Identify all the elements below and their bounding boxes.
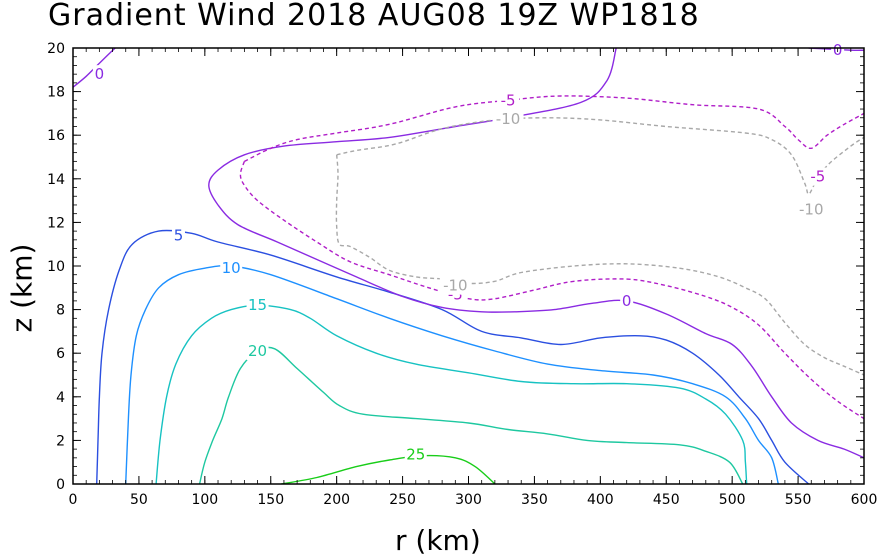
y-tick-label: 16	[47, 128, 65, 144]
y-tick-label: 2	[56, 433, 65, 449]
axes: 0 50 100 150 200 250 300 350 400 450 500 550 6000246…	[47, 41, 877, 508]
x-tick-label: 350	[521, 492, 548, 508]
y-tick-label: 6	[56, 346, 65, 362]
x-tick-label: 550	[785, 492, 812, 508]
contour-20-line-1	[198, 346, 744, 484]
contour-label-2-bg	[246, 296, 269, 315]
y-axis-label: z (km)	[5, 243, 39, 333]
contour-neg5-line-9	[239, 161, 864, 420]
contour-label-10-bg	[492, 109, 524, 128]
contour-extra-label-0: -5	[810, 168, 825, 186]
contour-5-line-4	[96, 229, 810, 484]
contour-neg5-line-8	[244, 95, 864, 163]
x-tick-label: 400	[587, 492, 614, 508]
contour-neg10-line-10	[336, 117, 864, 195]
y-tick-label: 14	[47, 172, 65, 188]
y-tick-label: 4	[56, 390, 65, 406]
contour-extra-label-0-bg	[806, 167, 829, 186]
contour-0-line-5	[73, 48, 116, 88]
y-tick-label: 8	[56, 303, 65, 319]
contour-extra-label-1: -10	[799, 200, 824, 218]
contour-label-1: 20	[248, 342, 267, 360]
x-tick-label: 200	[323, 492, 350, 508]
x-tick-label: 50	[130, 492, 148, 508]
contour-label-8: -5	[501, 91, 516, 109]
contour-0-line-6	[208, 48, 864, 459]
x-tick-label: 0	[69, 492, 78, 508]
x-tick-label: 500	[719, 492, 746, 508]
contour-label-8-bg	[497, 91, 520, 110]
x-tick-label: 150	[257, 492, 284, 508]
x-tick-label: 600	[851, 492, 878, 508]
contour-neg10-line-11	[335, 154, 864, 376]
y-tick-label: 20	[47, 41, 65, 57]
contour-label-5-bg	[92, 65, 106, 84]
contour-label-0: 25	[406, 446, 425, 464]
x-tick-label: 450	[653, 492, 680, 508]
contour-label-4: 5	[174, 226, 184, 244]
y-tick-label: 18	[47, 85, 65, 101]
x-tick-label: 300	[455, 492, 482, 508]
contour-label-4-bg	[171, 226, 185, 245]
contour-label-10: -10	[496, 110, 521, 128]
contour-label-6-bg	[620, 291, 634, 310]
x-tick-label: 250	[389, 492, 416, 508]
x-axis-label: r (km)	[395, 524, 481, 557]
contour-label-6: 0	[622, 292, 632, 310]
contour-25-line-0	[281, 454, 496, 484]
contour-label-3: 10	[222, 259, 241, 277]
contour-label-11: -10	[443, 277, 468, 295]
contour-label-3-bg	[220, 259, 243, 278]
y-tick-label: 12	[47, 215, 65, 231]
contour-label-11-bg	[439, 276, 471, 295]
contour-label-1-bg	[246, 342, 269, 361]
y-tick-label: 10	[47, 259, 65, 275]
contour-extra-label-1-bg	[795, 200, 827, 219]
contour-label-0-bg	[404, 445, 427, 464]
contour-10-line-3	[125, 264, 779, 484]
contour-lines	[73, 48, 864, 484]
y-tick-label: 0	[56, 477, 65, 493]
chart-title: Gradient Wind 2018 AUG08 19Z WP1818	[48, 0, 700, 33]
contour-label-5: 0	[95, 65, 105, 83]
contour-label-2: 15	[248, 296, 267, 314]
x-tick-label: 100	[191, 492, 218, 508]
contour-15-line-2	[155, 304, 748, 484]
